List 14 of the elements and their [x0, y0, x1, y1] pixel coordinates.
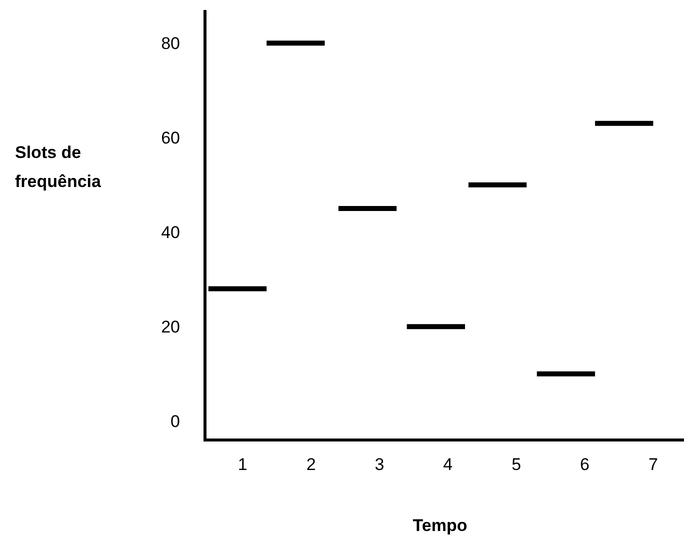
y-tick-label: 20 — [161, 318, 180, 337]
x-tick-label: 3 — [374, 455, 384, 474]
x-axis-title: Tempo — [412, 516, 468, 535]
y-tick-label: 0 — [170, 412, 180, 432]
y-tick-label: 40 — [161, 223, 180, 242]
y-axis-title: Slots de frequência — [15, 143, 102, 191]
x-tick-label: 7 — [648, 455, 658, 474]
x-tick-label: 1 — [238, 455, 248, 474]
y-tick-label: 80 — [161, 34, 180, 54]
x-tick-label: 2 — [306, 455, 316, 474]
x-tick-label: 6 — [580, 455, 590, 474]
y-tick-label: 60 — [161, 128, 180, 148]
x-tick-label: 5 — [512, 455, 522, 474]
x-tick-label: 4 — [443, 455, 453, 474]
